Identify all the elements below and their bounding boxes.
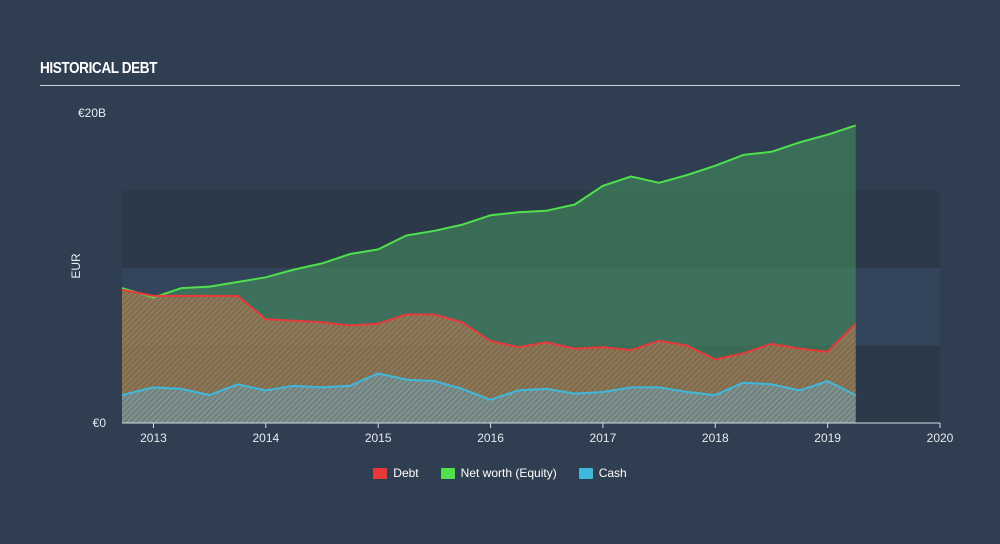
x-tick-label: 2014 [252,431,279,445]
y-tick-label: €0 [93,416,107,430]
legend-item: Debt [373,466,419,480]
legend-swatch [373,467,388,479]
legend-swatch [440,467,455,479]
x-tick-label: 2018 [702,431,729,445]
net-worth-equity-line [121,124,857,299]
x-tick-label: 2020 [927,431,954,445]
series-lines [121,124,857,401]
cash-line [121,372,857,401]
legend-swatch [578,467,593,479]
debt-line [121,288,857,361]
legend-item: Cash [578,466,627,480]
title-divider [40,85,960,86]
legend-item: Net worth (Equity) [440,466,557,480]
chart-legend: Debt Net worth (Equity) Cash [0,466,1000,480]
x-tick-label: 2019 [814,431,841,445]
legend-label: Net worth (Equity) [460,466,557,480]
x-tick-label: 2016 [477,431,504,445]
cash-area-hatch [122,373,856,423]
x-tick-label: 2013 [140,431,167,445]
chart-title: HISTORICAL DEBT [40,60,158,77]
legend-label: Debt [393,466,419,480]
y-tick-label: €20B [78,106,106,120]
x-tick-label: 2015 [365,431,392,445]
x-tick-label: 2017 [590,431,617,445]
legend-label: Cash [598,466,627,480]
y-axis-label: EUR [69,253,83,279]
axes: 2013 2014 2015 2016 2017 2018 2019 2020 €0 €20B EU… [69,106,954,445]
